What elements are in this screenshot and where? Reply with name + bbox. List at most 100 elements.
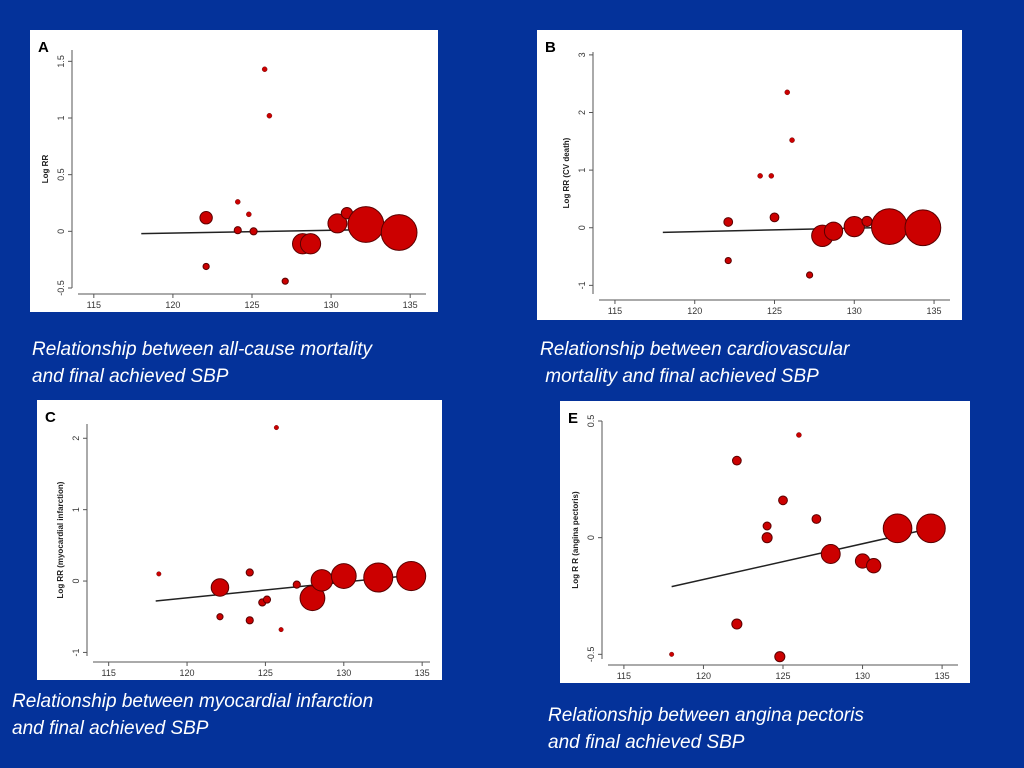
- y-tick-label: 0: [71, 579, 81, 584]
- panel-label: B: [545, 39, 556, 56]
- x-tick-label: 130: [336, 668, 351, 678]
- x-tick-label: 120: [687, 306, 702, 316]
- data-point: [273, 425, 279, 431]
- y-tick-label: 1.5: [56, 55, 66, 68]
- y-tick-label: 1: [56, 115, 66, 120]
- x-tick-label: 135: [403, 300, 418, 310]
- y-tick-label: 1: [71, 507, 81, 512]
- data-point: [380, 214, 418, 251]
- data-point: [866, 558, 882, 574]
- chart-svg-e: E 115 120 125 130 135 -0.5 0 0.5 Log R R (angina …: [568, 410, 958, 681]
- x-tick-label: 125: [258, 668, 273, 678]
- y-axis-title: Log RR (CV death): [562, 137, 571, 208]
- data-point: [731, 455, 742, 466]
- data-point: [281, 277, 289, 285]
- data-point: [278, 627, 284, 633]
- data-point: [806, 271, 814, 279]
- caption-myocardial-infarction: Relationship between myocardial infarcti…: [12, 691, 374, 739]
- x-tick-label: 115: [101, 668, 115, 678]
- y-axis-title: Log RR (myocardial infarction): [56, 481, 65, 598]
- x-tick-label: 115: [608, 306, 622, 316]
- data-point: [199, 211, 213, 225]
- chart-panel-e: E 115 120 125 130 135 -0.5 0 0.5 Log R R (angina …: [560, 401, 970, 683]
- data-point: [882, 513, 913, 544]
- data-point: [762, 521, 772, 531]
- data-point: [235, 199, 241, 205]
- data-point: [723, 217, 734, 227]
- x-tick-label: 125: [767, 306, 782, 316]
- y-tick-label: -0.5: [56, 280, 66, 296]
- caption-angina-pectoris: Relationship between angina pectoris and…: [548, 705, 864, 753]
- chart-panel-a: A 115 120 125 130 135 -0.5 0 0.5 1 1.5 Log RR: [30, 30, 438, 312]
- data-point: [904, 209, 942, 247]
- data-point: [249, 227, 258, 236]
- data-point: [347, 206, 385, 243]
- data-point: [769, 212, 780, 223]
- panel-label: E: [568, 410, 578, 427]
- panel-label: A: [38, 39, 49, 56]
- data-point: [363, 562, 394, 593]
- data-point: [761, 532, 773, 544]
- y-tick-label: 0.5: [56, 168, 66, 181]
- x-tick-label: 115: [617, 671, 631, 681]
- data-point: [811, 514, 822, 524]
- data-point: [245, 616, 254, 625]
- x-tick-label: 135: [927, 306, 942, 316]
- x-tick-label: 130: [847, 306, 862, 316]
- data-point: [396, 561, 427, 592]
- y-tick-label: 2: [71, 436, 81, 441]
- caption-all-cause-mortality: Relationship between all-cause mortality…: [32, 339, 373, 387]
- data-point: [843, 215, 865, 238]
- x-tick-label: 130: [324, 300, 339, 310]
- data-point: [216, 613, 224, 621]
- y-tick-label: 3: [577, 52, 587, 57]
- data-point: [870, 208, 908, 245]
- data-point: [768, 173, 775, 179]
- y-axis-title: Log R R (angina pectoris): [571, 491, 580, 589]
- data-point: [820, 544, 841, 564]
- y-tick-label: 0: [577, 225, 587, 230]
- x-tick-label: 135: [935, 671, 950, 681]
- x-tick-label: 120: [165, 300, 180, 310]
- data-point: [156, 571, 162, 577]
- x-tick-label: 125: [775, 671, 790, 681]
- x-tick-label: 130: [855, 671, 870, 681]
- data-point: [823, 221, 844, 241]
- data-point: [669, 651, 675, 657]
- chart-panel-c: C 115 120 125 130 135 -1 0 1 2 Log RR (myocardial …: [37, 400, 442, 680]
- y-tick-label: 1: [577, 168, 587, 173]
- chart-svg-b: B 115 120 125 130 135 -1 0 1 2 3 Log RR (CV death): [545, 39, 950, 316]
- data-point: [245, 568, 254, 577]
- x-tick-label: 120: [180, 668, 195, 678]
- chart-svg-a: A 115 120 125 130 135 -0.5 0 0.5 1 1.5 Log RR: [38, 39, 426, 310]
- data-point: [731, 618, 743, 630]
- data-point: [246, 211, 252, 218]
- data-point: [796, 432, 802, 438]
- data-point: [789, 137, 795, 143]
- x-tick-label: 135: [415, 668, 430, 678]
- data-point: [916, 513, 946, 544]
- y-axis-title: Log RR: [41, 155, 50, 184]
- data-point: [299, 233, 322, 255]
- data-point: [784, 89, 790, 96]
- data-point: [861, 215, 873, 227]
- data-point: [210, 578, 230, 597]
- caption-cardiovascular-mortality: Relationship between cardiovascular mort…: [540, 339, 850, 387]
- x-tick-label: 120: [696, 671, 711, 681]
- x-tick-label: 115: [87, 300, 101, 310]
- y-tick-label: -1: [71, 648, 81, 656]
- data-point: [774, 651, 786, 663]
- panel-label: C: [45, 409, 56, 426]
- data-point: [757, 173, 763, 179]
- y-tick-label: 0: [586, 535, 596, 540]
- data-point: [233, 226, 242, 235]
- chart-svg-c: C 115 120 125 130 135 -1 0 1 2 Log RR (myocardial …: [45, 409, 430, 678]
- y-tick-label: -1: [577, 281, 587, 289]
- data-point: [724, 256, 732, 265]
- chart-panel-b: B 115 120 125 130 135 -1 0 1 2 3 Log RR (CV death): [537, 30, 962, 320]
- data-point: [261, 66, 268, 72]
- data-point: [327, 213, 348, 234]
- data-point: [310, 569, 334, 592]
- data-point: [266, 113, 273, 119]
- x-tick-label: 125: [244, 300, 259, 310]
